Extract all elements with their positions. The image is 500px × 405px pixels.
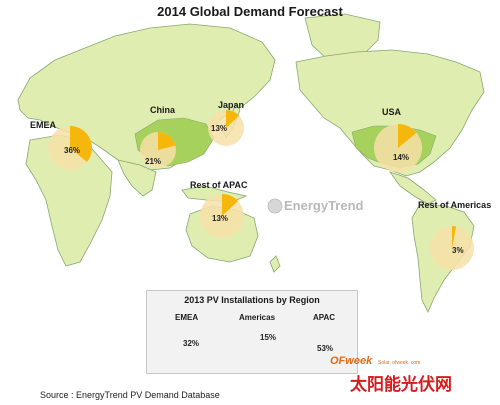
map-rest-of-apac-pie-slice <box>222 194 239 216</box>
label-rest-apac: Rest of APAC <box>190 180 248 190</box>
pct-japan: 13% <box>211 124 228 133</box>
central-america-shape <box>388 171 437 205</box>
label-emea: EMEA <box>30 120 57 130</box>
pct-emea: 36% <box>64 146 81 155</box>
north-america-shape <box>295 49 485 177</box>
south-asia-shape <box>117 159 157 197</box>
map-china-pie-slice <box>158 132 176 150</box>
label-usa: USA <box>382 107 402 117</box>
source-note: Source : EnergyTrend PV Demand Database <box>40 390 220 400</box>
label-japan: Japan <box>218 100 245 110</box>
pct-rest-apac: 13% <box>212 214 229 223</box>
chart-title: 2014 Global Demand Forecast <box>157 4 343 19</box>
africa-shape <box>25 134 113 267</box>
label-china: China <box>150 105 176 115</box>
pct-china: 21% <box>145 157 162 166</box>
watermark-chinese: 太阳能光伏网 <box>350 375 452 394</box>
inset-panel: 2013 PV Installations by Region EMEA Ame… <box>146 290 358 374</box>
map-japan-pie-slice <box>226 110 240 128</box>
watermark-site: Solar. ofweek. com <box>378 360 421 366</box>
inset-pct-americas: 15% <box>260 333 277 342</box>
map-rest-of-americas-pie-slice <box>452 226 457 248</box>
energytrend-logo-icon <box>267 198 283 214</box>
inset-pct-apac: 53% <box>317 344 334 353</box>
pct-rest-americas: 3% <box>452 246 464 255</box>
label-rest-americas: Rest of Americas <box>418 200 492 210</box>
inset-title: 2013 PV Installations by Region <box>184 295 320 305</box>
map-usa-pie-slice <box>398 124 417 148</box>
inset-label-apac: APAC <box>313 313 336 322</box>
energytrend-logo: EnergyTrend <box>284 198 364 213</box>
map-emea-pie-slice <box>70 126 92 163</box>
pct-usa: 14% <box>393 153 410 162</box>
inset-label-emea: EMEA <box>175 313 199 322</box>
new-zealand-shape <box>269 255 281 273</box>
watermark-brand: OFweek <box>330 355 373 367</box>
inset-label-americas: Americas <box>239 313 276 322</box>
inset-pct-emea: 32% <box>183 339 200 348</box>
